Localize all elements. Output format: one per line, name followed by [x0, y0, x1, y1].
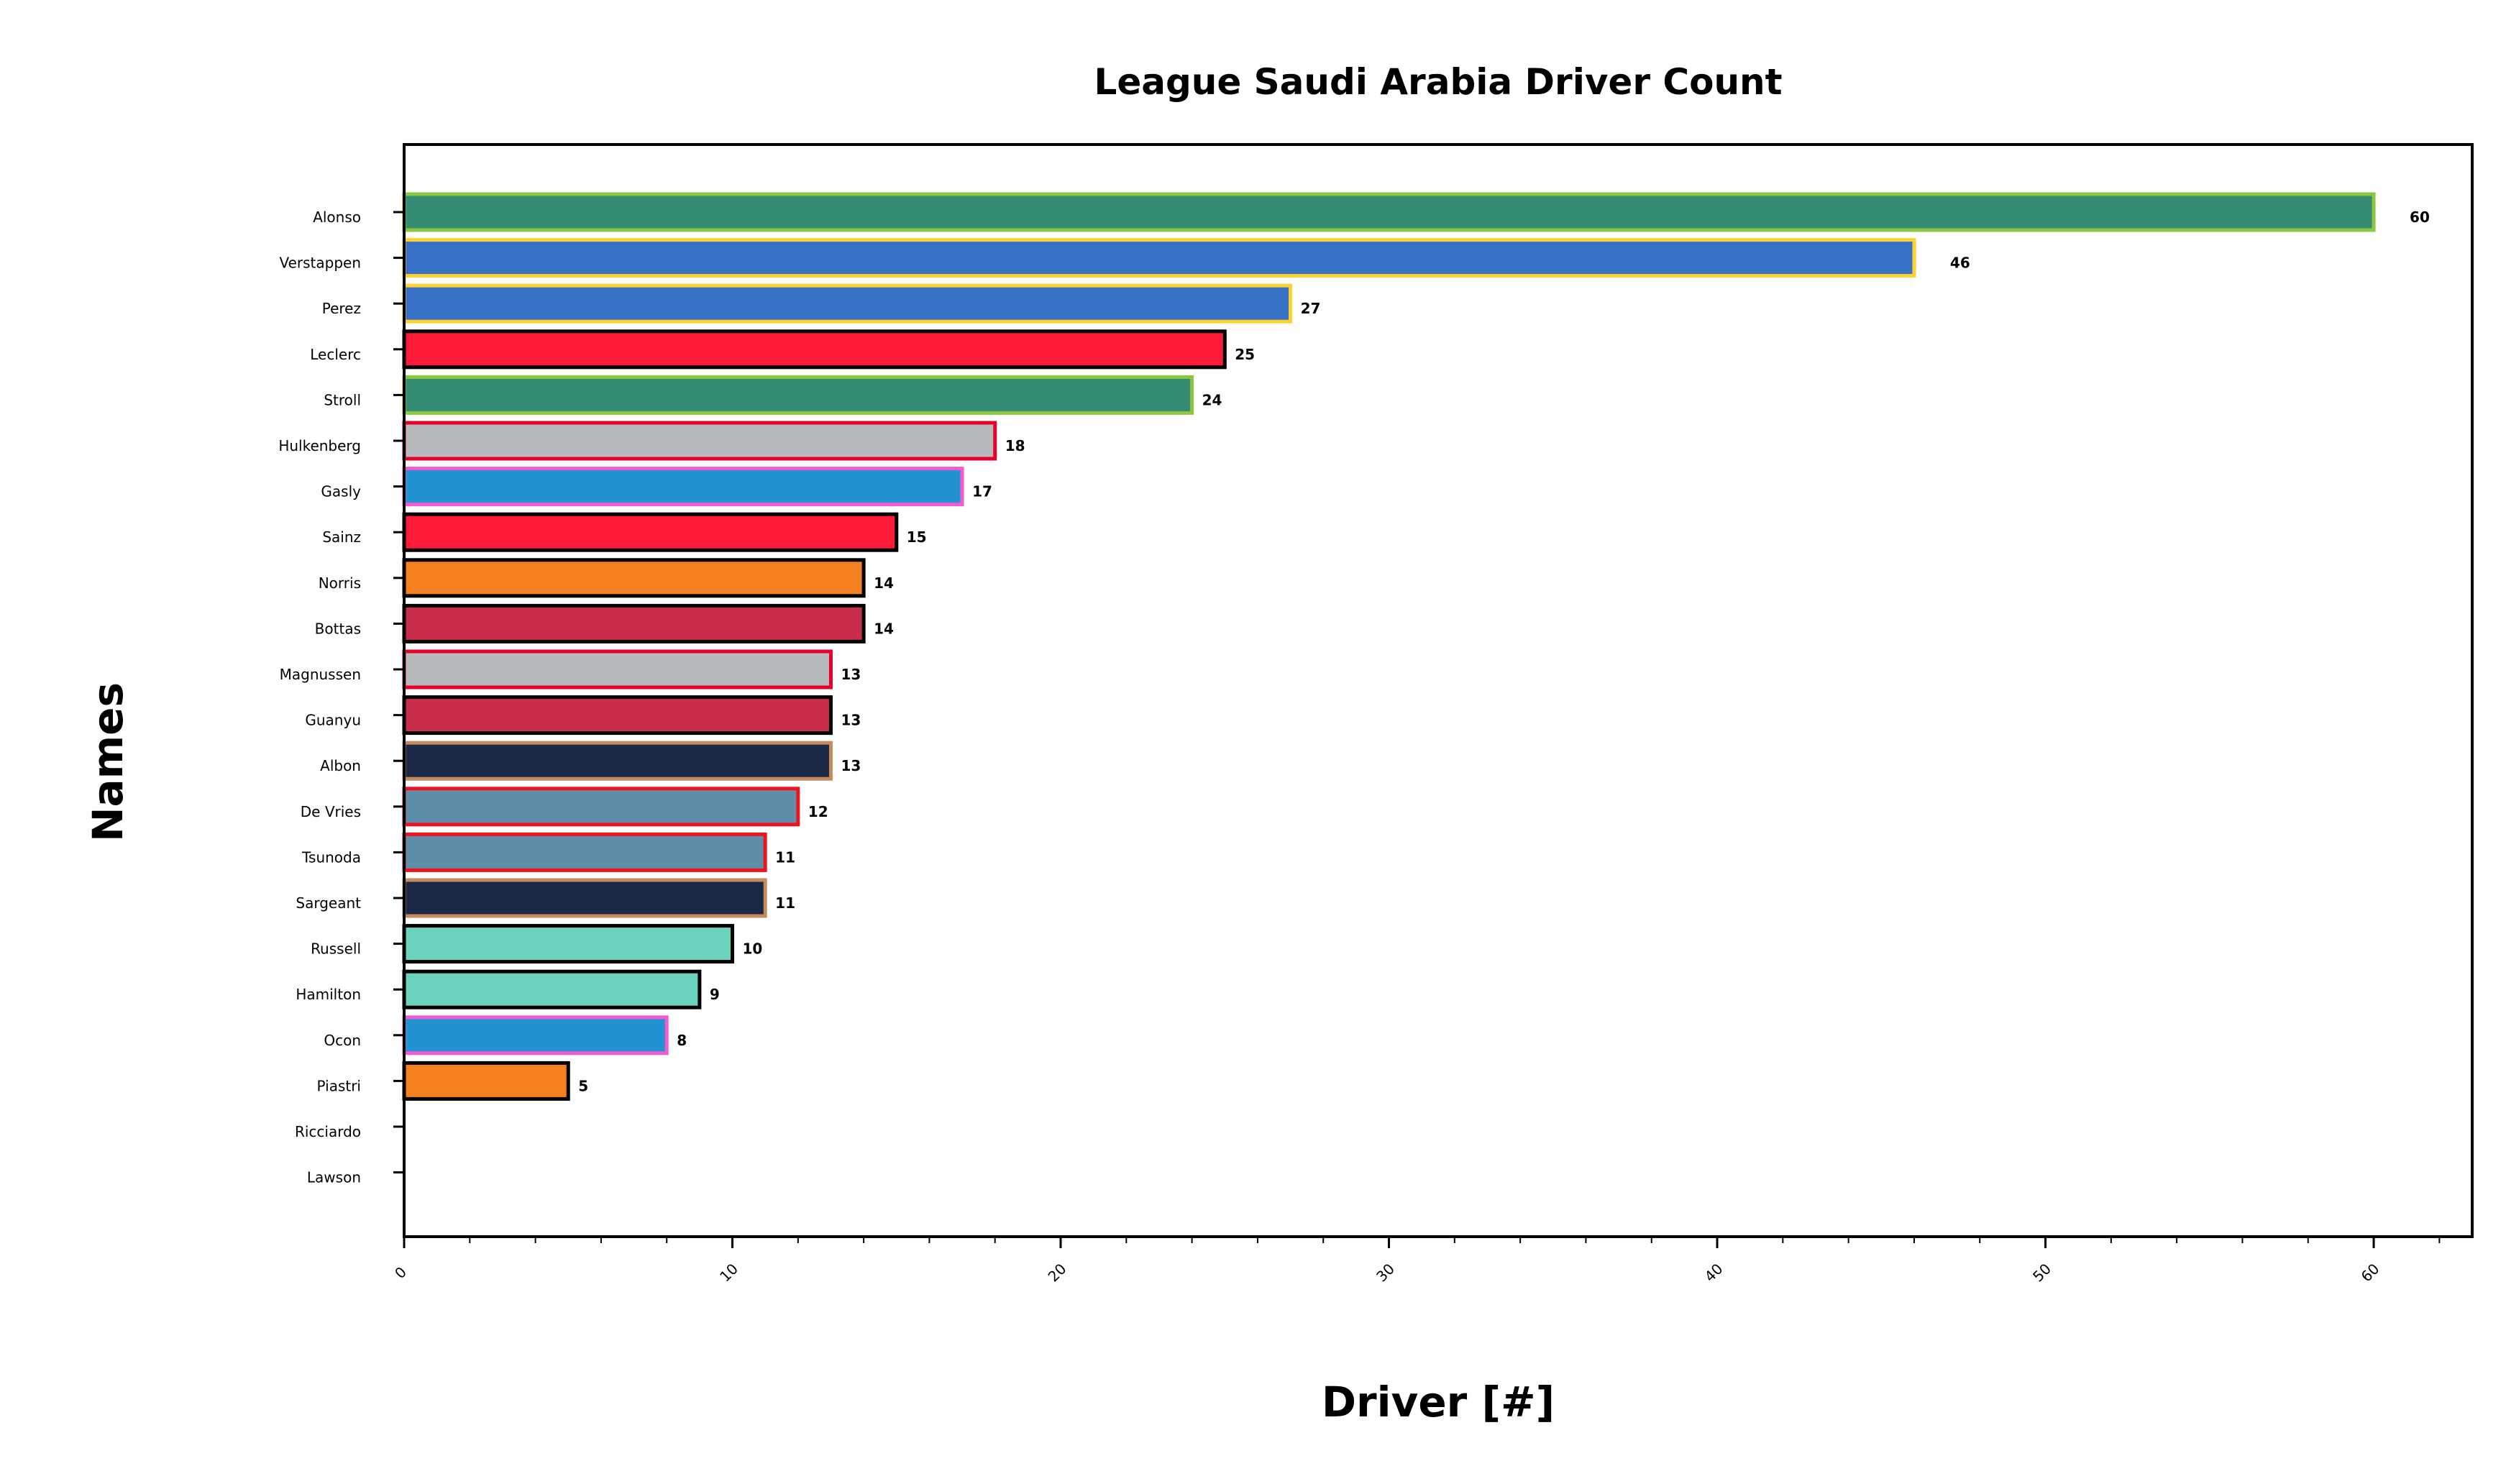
- y-tick-label: Alonso: [313, 209, 361, 226]
- data-label: 13: [841, 712, 861, 729]
- x-tick-label: 0: [391, 1263, 410, 1282]
- chart-title: League Saudi Arabia Driver Count: [1094, 61, 1782, 103]
- y-tick-label: Norris: [319, 574, 361, 592]
- x-tick-label: 10: [716, 1260, 741, 1286]
- x-tick-label: 20: [1045, 1260, 1070, 1286]
- data-label: 24: [1202, 391, 1222, 408]
- y-tick-label: Verstappen: [279, 255, 361, 272]
- bar-de-vries: [402, 787, 800, 827]
- y-tick-label: Ocon: [324, 1032, 361, 1049]
- bar-perez: [402, 283, 1293, 324]
- y-tick-label: Gasly: [321, 483, 361, 500]
- y-tick-label: Ricciardo: [295, 1123, 361, 1140]
- y-tick-label: Hamilton: [296, 986, 361, 1003]
- y-tick-label: Sainz: [322, 528, 361, 546]
- data-label: 13: [841, 757, 861, 774]
- data-label: 5: [578, 1077, 588, 1094]
- x-tick-label: 40: [1701, 1260, 1727, 1286]
- data-label: 14: [874, 574, 894, 592]
- x-tick-label: 30: [1373, 1260, 1398, 1286]
- data-label: 14: [874, 620, 894, 637]
- data-label: 25: [1235, 346, 1255, 363]
- y-tick-label: Lawson: [307, 1169, 361, 1186]
- bar-leclerc: [402, 329, 1227, 370]
- plot-frame: [403, 143, 2474, 1238]
- y-tick-label: Leclerc: [310, 346, 361, 363]
- bar-piastri: [402, 1061, 570, 1101]
- bar-ocon: [402, 1015, 669, 1055]
- bar-bottas: [402, 603, 866, 643]
- bar-tsunoda: [402, 832, 767, 872]
- y-tick-label: Hulkenberg: [278, 437, 361, 454]
- data-label: 11: [775, 848, 795, 866]
- x-tick-label: 60: [2358, 1260, 2383, 1286]
- y-tick-label: Stroll: [324, 391, 361, 408]
- bar-guanyu: [402, 695, 833, 736]
- data-label: 9: [710, 986, 720, 1003]
- bar-sargeant: [402, 878, 767, 918]
- bar-gasly: [402, 467, 964, 507]
- y-tick-label: Magnussen: [280, 666, 361, 683]
- plot-area: Alonso 60 Verstappen 46 Perez 27 Leclerc 25 Stro…: [278, 143, 2474, 1286]
- x-axis-label: Driver [#]: [1322, 1378, 1555, 1426]
- data-label: 27: [1301, 300, 1321, 317]
- data-label: 60: [2410, 209, 2430, 226]
- data-label: 12: [808, 803, 828, 820]
- data-label: 46: [1950, 255, 1970, 272]
- data-label: 15: [907, 528, 927, 546]
- y-tick-label: Perez: [322, 300, 361, 317]
- bar-albon: [402, 741, 833, 781]
- y-tick-label: Tsunoda: [301, 848, 361, 866]
- y-tick-label: Sargeant: [296, 894, 361, 912]
- bar-hulkenberg: [402, 421, 997, 461]
- data-label: 10: [743, 940, 763, 958]
- bar-hamilton: [402, 969, 702, 1009]
- data-label: 11: [775, 894, 795, 912]
- data-label: 8: [677, 1032, 687, 1049]
- y-tick-label: De Vries: [301, 803, 361, 820]
- y-tick-label: Albon: [320, 757, 361, 774]
- y-axis-label: Names: [83, 682, 132, 842]
- data-label: 17: [972, 483, 992, 500]
- bar-alonso: [402, 192, 2376, 232]
- y-tick-label: Piastri: [317, 1077, 361, 1094]
- bar-norris: [402, 558, 866, 598]
- y-tick-label: Russell: [311, 940, 361, 958]
- bar-magnussen: [402, 649, 833, 690]
- bar-verstappen: [402, 238, 1916, 278]
- bar-sainz: [402, 512, 899, 552]
- bar-stroll: [402, 375, 1194, 415]
- y-tick-label: Guanyu: [305, 712, 361, 729]
- x-tick-label: 50: [2029, 1260, 2054, 1286]
- y-tick-label: Bottas: [315, 620, 361, 637]
- bar-russell: [402, 924, 735, 964]
- data-label: 13: [841, 666, 861, 683]
- data-label: 18: [1005, 437, 1025, 454]
